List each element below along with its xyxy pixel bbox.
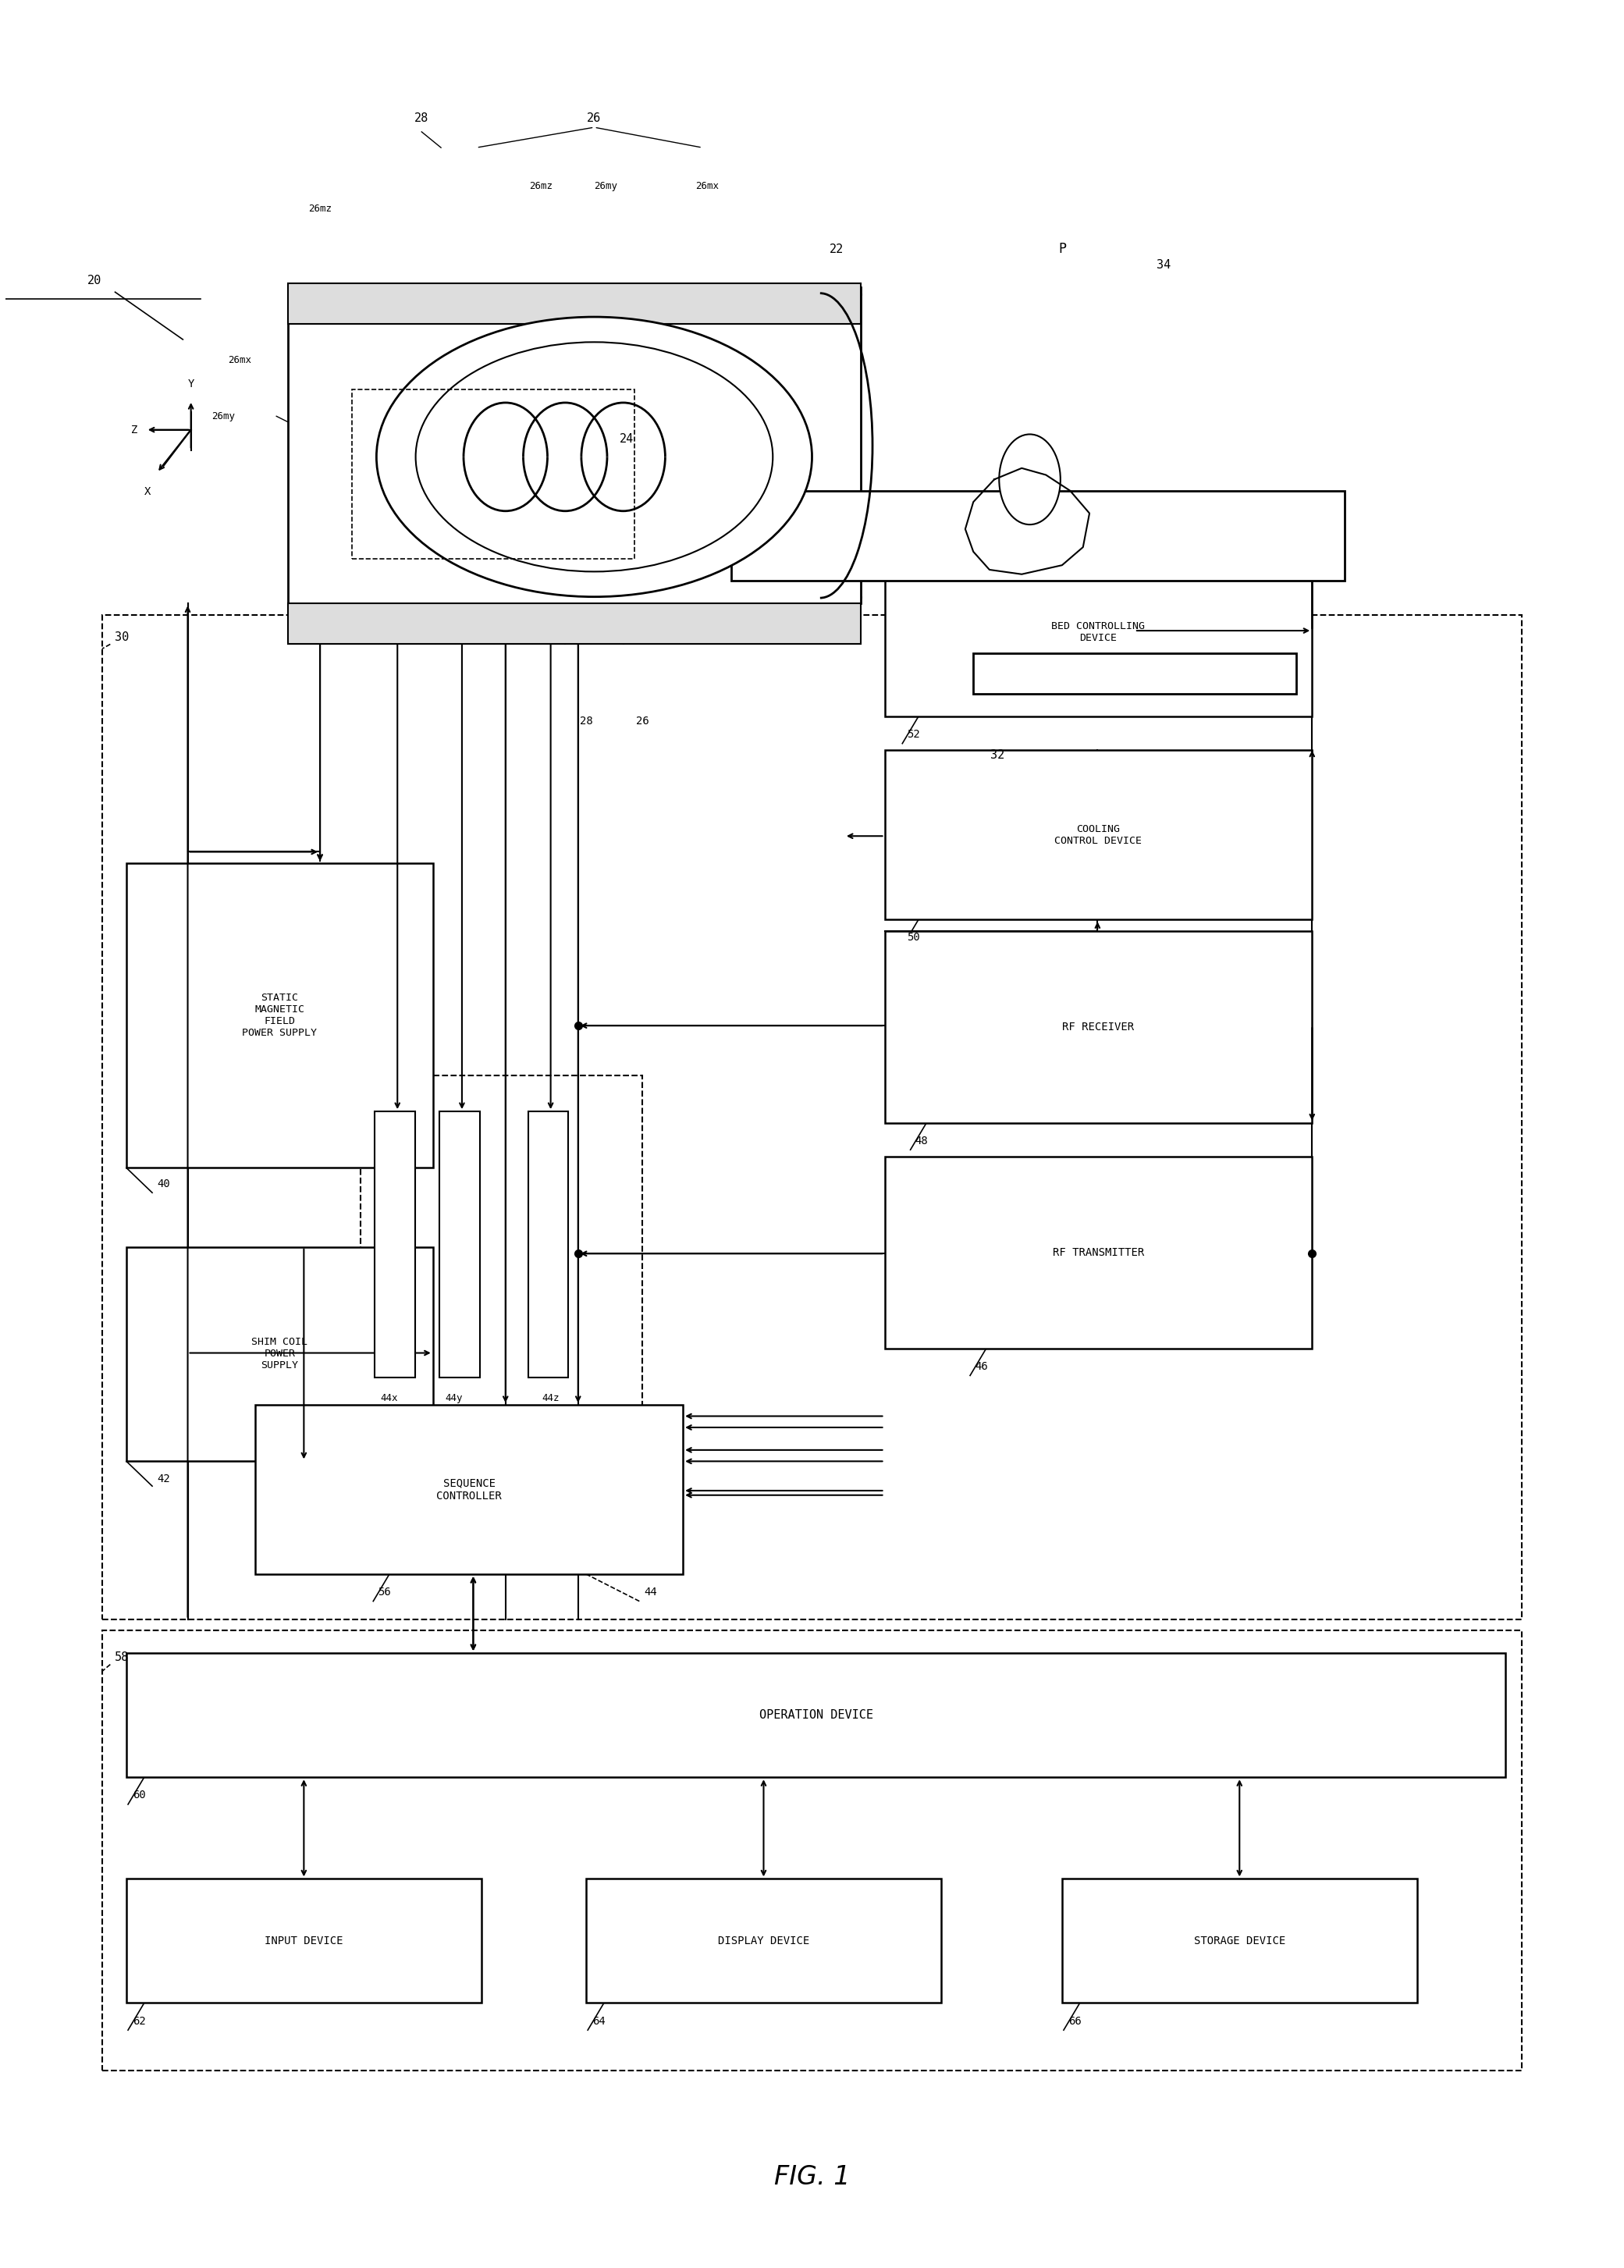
Bar <box>885 930 1312 1123</box>
Text: SEQUENCE
CONTROLLER: SEQUENCE CONTROLLER <box>437 1479 502 1501</box>
Text: BED CONTROLLING
DEVICE: BED CONTROLLING DEVICE <box>1051 621 1145 642</box>
Text: 44: 44 <box>645 1588 658 1597</box>
Text: OPERATION DEVICE: OPERATION DEVICE <box>758 1710 874 1721</box>
Text: INPUT DEVICE: INPUT DEVICE <box>265 1935 343 1946</box>
Text: Z: Z <box>132 424 138 435</box>
Text: 56: 56 <box>378 1588 391 1597</box>
Bar <box>352 390 635 558</box>
Bar <box>586 1878 940 2003</box>
Bar <box>287 284 861 324</box>
Bar <box>440 1111 479 1377</box>
Bar <box>127 1653 1505 1778</box>
Bar <box>885 547 1312 717</box>
Text: 60: 60 <box>133 1789 146 1801</box>
Bar <box>361 1075 643 1408</box>
Text: 24: 24 <box>619 433 633 445</box>
Text: 26mz: 26mz <box>309 204 331 213</box>
Text: 48: 48 <box>916 1136 929 1145</box>
Text: Y: Y <box>188 379 195 390</box>
Text: 30: 30 <box>114 631 128 644</box>
Text: 52: 52 <box>908 728 921 739</box>
Ellipse shape <box>377 318 812 596</box>
Text: 58: 58 <box>114 1651 128 1662</box>
Text: 20: 20 <box>88 274 101 286</box>
Text: 64: 64 <box>593 2016 606 2028</box>
Text: 44z: 44z <box>542 1393 559 1404</box>
Bar <box>885 751 1312 919</box>
Text: 22: 22 <box>830 243 843 254</box>
Bar <box>255 1404 684 1574</box>
Text: FIG. 1: FIG. 1 <box>775 2164 849 2189</box>
Text: 44y: 44y <box>445 1393 463 1404</box>
Text: DISPLAY DEVICE: DISPLAY DEVICE <box>718 1935 809 1946</box>
Text: 28: 28 <box>414 113 429 125</box>
Text: 26my: 26my <box>211 411 235 422</box>
Text: 66: 66 <box>1069 2016 1082 2028</box>
Text: 26mx: 26mx <box>227 354 252 365</box>
Text: COOLING
CONTROL DEVICE: COOLING CONTROL DEVICE <box>1054 823 1142 846</box>
Bar <box>375 1111 416 1377</box>
Bar <box>127 1247 434 1461</box>
Bar <box>102 615 1522 1619</box>
Bar <box>287 288 861 603</box>
Text: RF TRANSMITTER: RF TRANSMITTER <box>1052 1247 1143 1259</box>
Bar <box>127 1878 481 2003</box>
Text: 34: 34 <box>1156 259 1171 270</box>
Text: RF RECEIVER: RF RECEIVER <box>1062 1021 1134 1032</box>
Text: 50: 50 <box>908 932 921 943</box>
Ellipse shape <box>416 342 773 572</box>
Text: STATIC
MAGNETIC
FIELD
POWER SUPPLY: STATIC MAGNETIC FIELD POWER SUPPLY <box>242 993 317 1039</box>
Text: 26my: 26my <box>594 181 617 191</box>
Text: SHIM COIL
POWER
SUPPLY: SHIM COIL POWER SUPPLY <box>252 1338 309 1370</box>
Text: 26mz: 26mz <box>529 181 552 191</box>
Text: 42: 42 <box>158 1474 171 1486</box>
Bar <box>885 1157 1312 1349</box>
Bar <box>287 603 861 644</box>
Ellipse shape <box>999 433 1060 524</box>
Bar <box>1062 1878 1416 2003</box>
Text: 28: 28 <box>580 714 593 726</box>
Bar <box>731 490 1345 581</box>
Text: 26: 26 <box>637 714 650 726</box>
Text: 40: 40 <box>158 1177 171 1188</box>
Text: 46: 46 <box>974 1361 987 1372</box>
Text: P: P <box>1059 243 1065 256</box>
Text: X: X <box>145 485 151 497</box>
Text: STORAGE DEVICE: STORAGE DEVICE <box>1194 1935 1285 1946</box>
Text: 26: 26 <box>588 113 601 125</box>
Text: 32: 32 <box>991 748 1005 760</box>
Text: 26mx: 26mx <box>695 181 719 191</box>
Text: 44x: 44x <box>380 1393 398 1404</box>
Bar <box>973 653 1296 694</box>
Text: 62: 62 <box>133 2016 146 2028</box>
Bar <box>528 1111 568 1377</box>
Bar <box>102 1631 1522 2071</box>
Bar <box>127 864 434 1168</box>
